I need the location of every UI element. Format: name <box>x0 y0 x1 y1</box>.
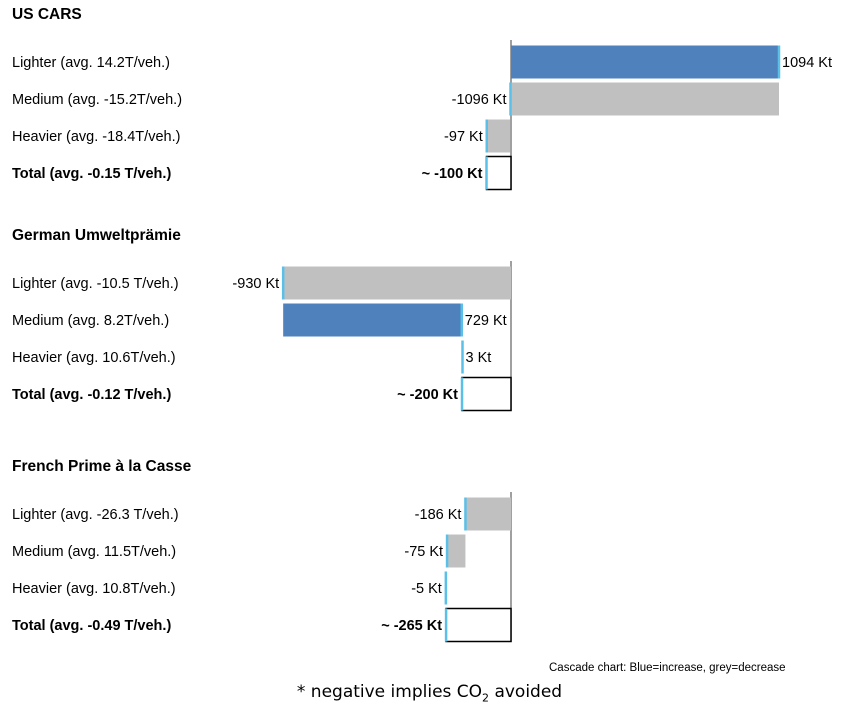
footnote-suffix: avoided <box>489 682 563 702</box>
footnote-subscript: 2 <box>482 691 490 705</box>
value-label: -186 Kt <box>415 507 462 523</box>
cascade-bar <box>447 534 466 568</box>
cascade-bar <box>510 82 779 116</box>
total-bar <box>485 155 512 191</box>
footnote-prefix: * negative implies CO <box>296 682 483 702</box>
cascade-bar <box>283 266 511 300</box>
chart-title: US CARS <box>12 6 82 23</box>
category-label: Lighter (avg. 14.2T/veh.) <box>12 55 170 71</box>
category-label: Medium (avg. 11.5T/veh.) <box>12 544 176 560</box>
value-label: -75 Kt <box>404 544 443 560</box>
value-label: 729 Kt <box>465 313 507 329</box>
category-label: Medium (avg. 8.2T/veh.) <box>12 313 169 329</box>
cascade-bar <box>465 497 511 531</box>
chart-color-legend: Cascade chart: Blue=increase, grey=decre… <box>549 662 786 674</box>
category-label: Total (avg. -0.12 T/veh.) <box>12 387 171 403</box>
chart-title: German Umweltprämie <box>12 227 181 244</box>
value-label: 3 Kt <box>465 350 491 366</box>
category-label: Heavier (avg. 10.8T/veh.) <box>12 581 176 597</box>
category-label: Lighter (avg. -10.5 T/veh.) <box>12 276 179 292</box>
value-label: ~ -265 Kt <box>381 618 442 634</box>
category-label: Heavier (avg. -18.4T/veh.) <box>12 129 180 145</box>
chart-title: French Prime à la Casse <box>12 458 192 475</box>
value-label: -1096 Kt <box>452 92 507 108</box>
value-label: 1094 Kt <box>782 55 832 71</box>
category-label: Lighter (avg. -26.3 T/veh.) <box>12 507 179 523</box>
total-bar <box>461 376 512 412</box>
value-label: ~ -100 Kt <box>422 166 483 182</box>
cascade-bar <box>486 119 511 153</box>
value-label: -5 Kt <box>411 581 442 597</box>
value-label: -930 Kt <box>232 276 279 292</box>
cascade-bar <box>511 45 779 79</box>
category-label: Medium (avg. -15.2T/veh.) <box>12 92 182 108</box>
category-label: Heavier (avg. 10.6T/veh.) <box>12 350 176 366</box>
footnote: * negative implies CO2 avoided <box>0 682 859 704</box>
total-bar <box>445 607 512 643</box>
category-label: Total (avg. -0.49 T/veh.) <box>12 618 171 634</box>
category-label: Total (avg. -0.15 T/veh.) <box>12 166 171 182</box>
cascade-bar <box>283 303 462 337</box>
value-label: ~ -200 Kt <box>397 387 458 403</box>
value-label: -97 Kt <box>444 129 483 145</box>
